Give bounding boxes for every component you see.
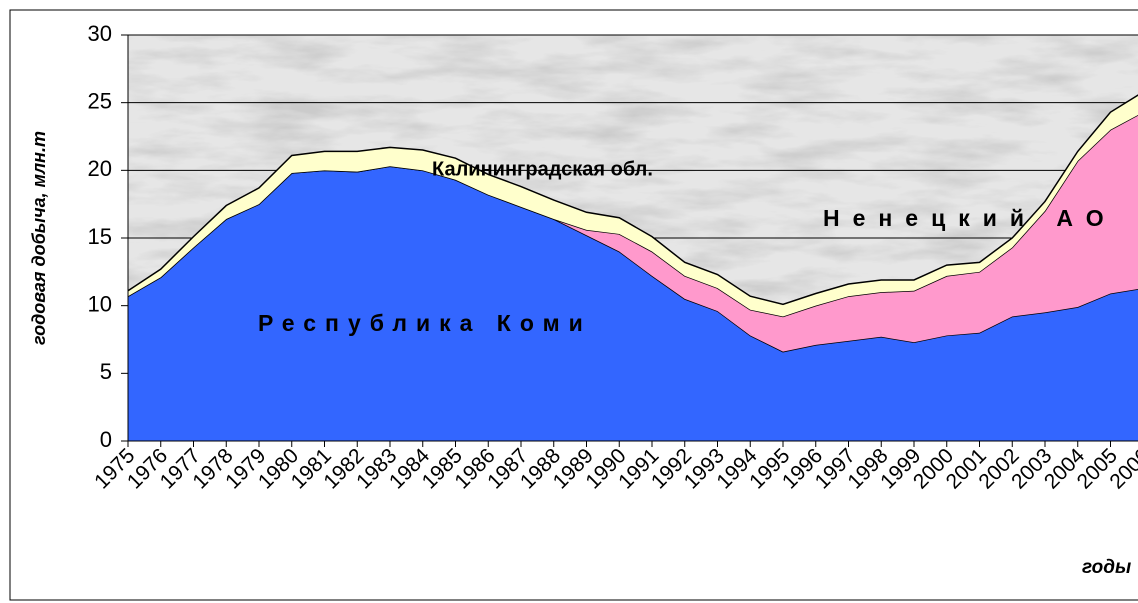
series-label: Калининградская обл. [432,158,653,180]
y-tick-label: 15 [88,224,112,249]
series-label: Ненецкий АО [823,205,1117,231]
y-tick-label: 10 [88,291,112,316]
y-tick-label: 25 [88,88,112,113]
y-tick-label: 20 [88,156,112,181]
y-axis-label: годовая добыча, млн.т [29,131,49,345]
area [128,166,1138,441]
area [128,95,1138,317]
y-tick-label: 5 [100,359,112,384]
series-label: Республика Коми [258,310,592,336]
y-tick-label: 0 [100,427,112,452]
x-axis-label: годы [1082,557,1131,578]
y-tick-label: 30 [88,21,112,46]
area-edge [127,94,1138,306]
